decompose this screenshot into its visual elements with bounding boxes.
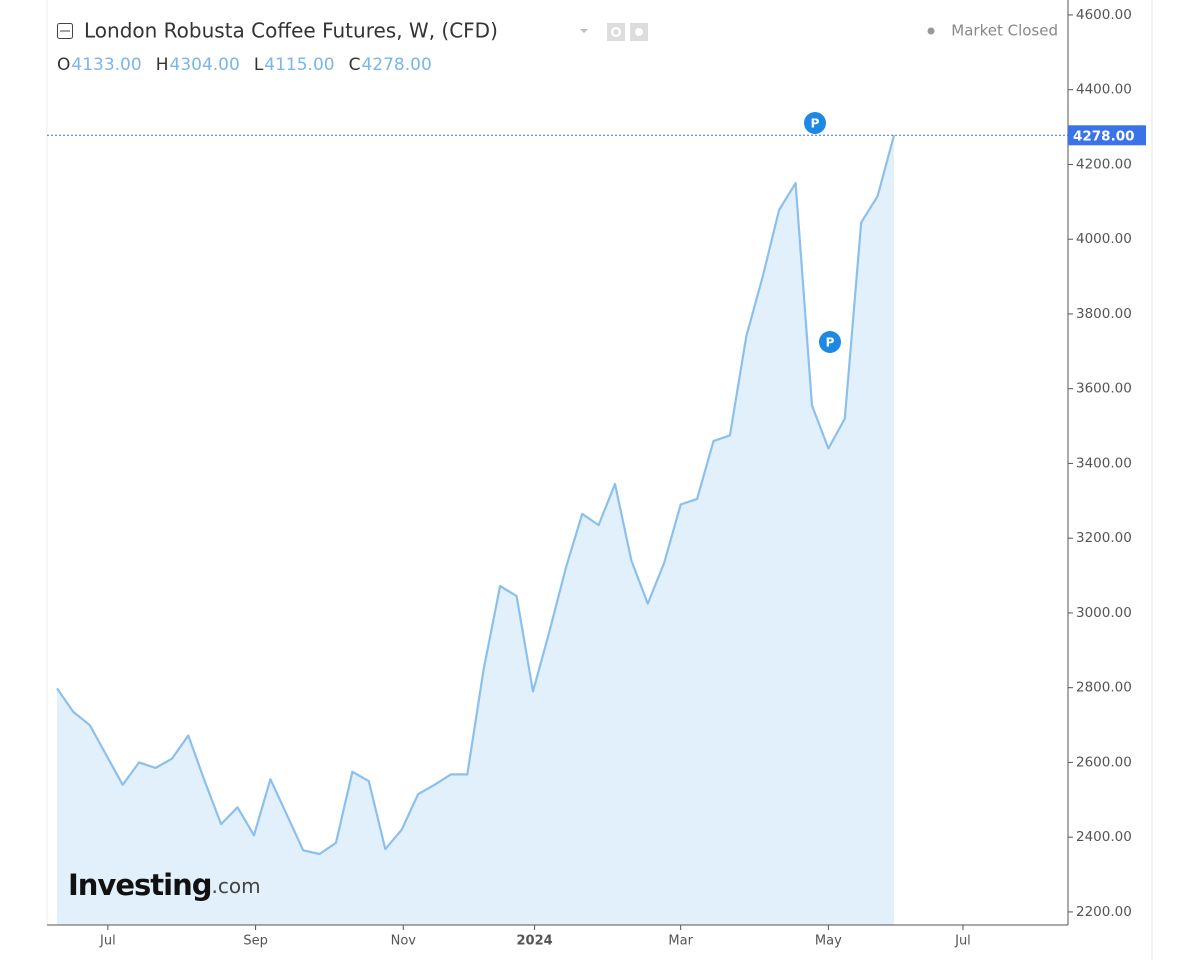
ohlc-key: C xyxy=(349,55,361,75)
last-value-box xyxy=(1068,125,1146,146)
last-value-label: 4278.00 xyxy=(1073,128,1135,144)
event-marker[interactable] xyxy=(819,331,841,353)
y-tick-label: 3400.00 xyxy=(1076,455,1132,471)
price-line xyxy=(56,135,896,856)
y-tick-label: 4200.00 xyxy=(1076,156,1132,172)
x-tick-label: Jul xyxy=(954,934,971,949)
event-marker-label: P xyxy=(826,336,835,350)
x-tick-label: Sep xyxy=(243,934,268,949)
area-fill xyxy=(57,135,894,926)
event-marker-label: P xyxy=(811,117,820,131)
watermark: Investing.com xyxy=(68,868,261,902)
y-tick-label: 4600.00 xyxy=(1076,7,1132,23)
settings-icon xyxy=(635,28,643,36)
y-tick-label: 2800.00 xyxy=(1076,680,1132,696)
y-tick-label: 4400.00 xyxy=(1076,82,1132,98)
ohlc-value: 4133.00 xyxy=(71,55,141,75)
y-tick-label: 3600.00 xyxy=(1076,381,1132,397)
y-tick-label: 3200.00 xyxy=(1076,530,1132,546)
y-tick-label: 3800.00 xyxy=(1076,306,1132,322)
y-tick-label: 2200.00 xyxy=(1076,904,1132,920)
y-tick-label: 2600.00 xyxy=(1076,754,1132,770)
visibility-icon xyxy=(611,27,621,37)
y-tick-label: 2400.00 xyxy=(1076,829,1132,845)
x-tick-label: 2024 xyxy=(517,934,553,949)
ohlc-key: L xyxy=(254,55,264,75)
header: London Robusta Coffee Futures, W, (CFD) … xyxy=(57,19,1058,43)
y-tick-label: 3000.00 xyxy=(1076,605,1132,621)
ohlc-key: O xyxy=(57,55,70,75)
status-dot xyxy=(927,27,935,35)
x-tick-label: May xyxy=(815,934,842,949)
ohlc-value: 4278.00 xyxy=(361,55,431,75)
event-marker[interactable] xyxy=(804,112,826,134)
visibility-button[interactable] xyxy=(607,23,625,41)
x-tick-label: Mar xyxy=(668,934,693,949)
dropdown-arrow[interactable] xyxy=(580,29,588,33)
chart-title: London Robusta Coffee Futures, W, (CFD) xyxy=(84,19,498,43)
x-tick-label: Jul xyxy=(99,934,116,949)
plot-area xyxy=(47,134,1068,926)
ohlc-row: O 4133.00 H 4304.00 L 4115.00 C 4278.00 xyxy=(57,55,432,75)
ohlc-value: 4304.00 xyxy=(170,55,240,75)
y-tick-label: 4000.00 xyxy=(1076,231,1132,247)
ohlc-value: 4115.00 xyxy=(264,55,334,75)
x-tick-label: Nov xyxy=(391,934,417,949)
watermark-suffix: .com xyxy=(211,874,260,898)
ohlc-key: H xyxy=(156,55,169,75)
collapse-icon[interactable] xyxy=(57,23,73,39)
watermark-main: Investing xyxy=(68,868,211,902)
market-status: Market Closed xyxy=(951,22,1058,40)
